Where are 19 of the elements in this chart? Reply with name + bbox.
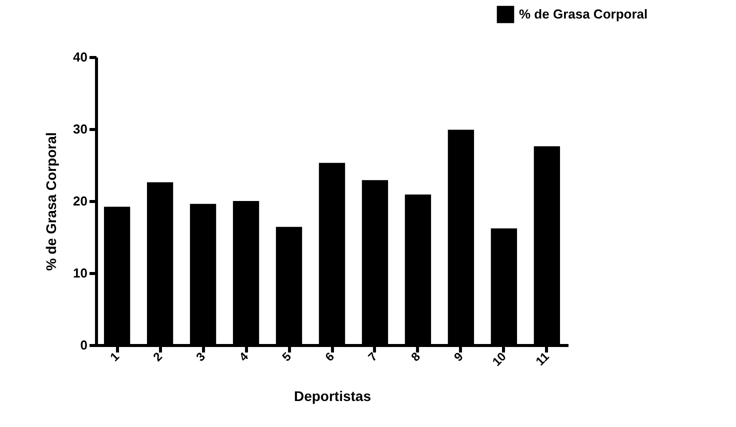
y-tick-label: 0 <box>80 338 88 352</box>
legend-label: % de Grasa Corporal <box>519 6 648 22</box>
x-tick-label: 10 <box>490 349 510 369</box>
x-tick-label: 7 <box>365 349 380 364</box>
y-tick-label: 30 <box>73 122 88 136</box>
x-tick-label: 4 <box>236 349 252 364</box>
y-tick-label: 10 <box>73 266 88 280</box>
x-tick-label: 9 <box>451 349 466 364</box>
x-tick-label: 1 <box>107 349 122 364</box>
y-axis-title: % de Grasa Corporal <box>43 132 60 271</box>
x-axis-title: Deportistas <box>294 388 372 404</box>
x-tick-label: 2 <box>150 349 166 364</box>
y-tick-label: 40 <box>73 50 88 64</box>
x-tick-label: 11 <box>533 349 552 368</box>
x-tick-label: 3 <box>193 349 208 364</box>
x-tick-label: 8 <box>408 349 424 364</box>
y-tick-label: 20 <box>73 194 88 208</box>
x-tick-label: 5 <box>279 349 294 364</box>
x-tick-label: 6 <box>322 349 338 364</box>
